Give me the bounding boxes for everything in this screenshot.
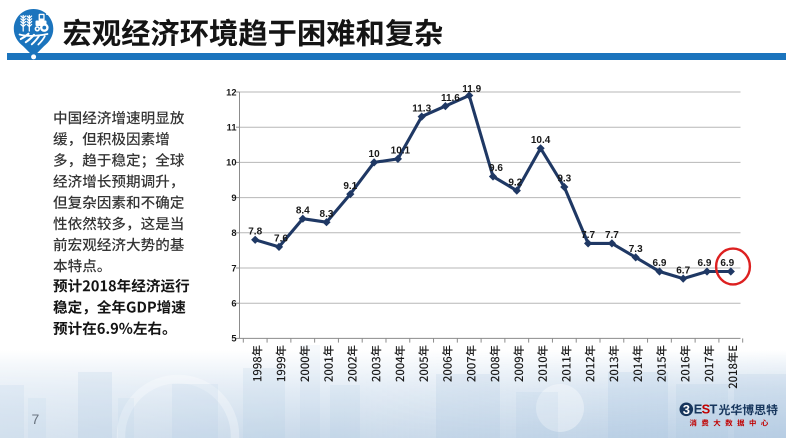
svg-text:7.7: 7.7 (605, 230, 619, 241)
svg-text:6.9: 6.9 (653, 258, 667, 269)
svg-text:5: 5 (231, 334, 236, 344)
svg-text:EST: EST (694, 402, 718, 417)
svg-text:6.9: 6.9 (720, 258, 734, 269)
svg-text:9.1: 9.1 (343, 181, 357, 192)
svg-text:11: 11 (227, 123, 237, 133)
svg-text:7: 7 (231, 263, 236, 273)
svg-text:7.8: 7.8 (248, 227, 262, 238)
svg-text:6.7: 6.7 (676, 265, 690, 276)
svg-text:11.6: 11.6 (441, 93, 460, 104)
svg-text:6: 6 (231, 299, 236, 309)
svg-text:3: 3 (683, 402, 690, 417)
svg-text:10: 10 (226, 158, 236, 168)
svg-text:10.4: 10.4 (531, 135, 551, 146)
svg-text:9: 9 (231, 193, 236, 203)
svg-text:8.3: 8.3 (320, 209, 334, 220)
svg-text:9.3: 9.3 (557, 174, 571, 185)
svg-text:7: 7 (32, 411, 40, 427)
svg-text:9.6: 9.6 (489, 163, 503, 174)
svg-text:8: 8 (231, 228, 236, 238)
svg-text:10.1: 10.1 (391, 146, 411, 157)
svg-text:7.3: 7.3 (629, 244, 643, 255)
svg-text:6.9: 6.9 (698, 258, 712, 269)
svg-text:10: 10 (369, 149, 381, 160)
svg-text:7.6: 7.6 (274, 234, 288, 245)
svg-text:11.3: 11.3 (412, 103, 431, 114)
svg-text:7.7: 7.7 (581, 230, 595, 241)
svg-text:8.4: 8.4 (296, 205, 310, 216)
svg-text:9.2: 9.2 (508, 177, 522, 188)
svg-text:12: 12 (226, 87, 236, 97)
svg-text:11.9: 11.9 (462, 84, 481, 95)
